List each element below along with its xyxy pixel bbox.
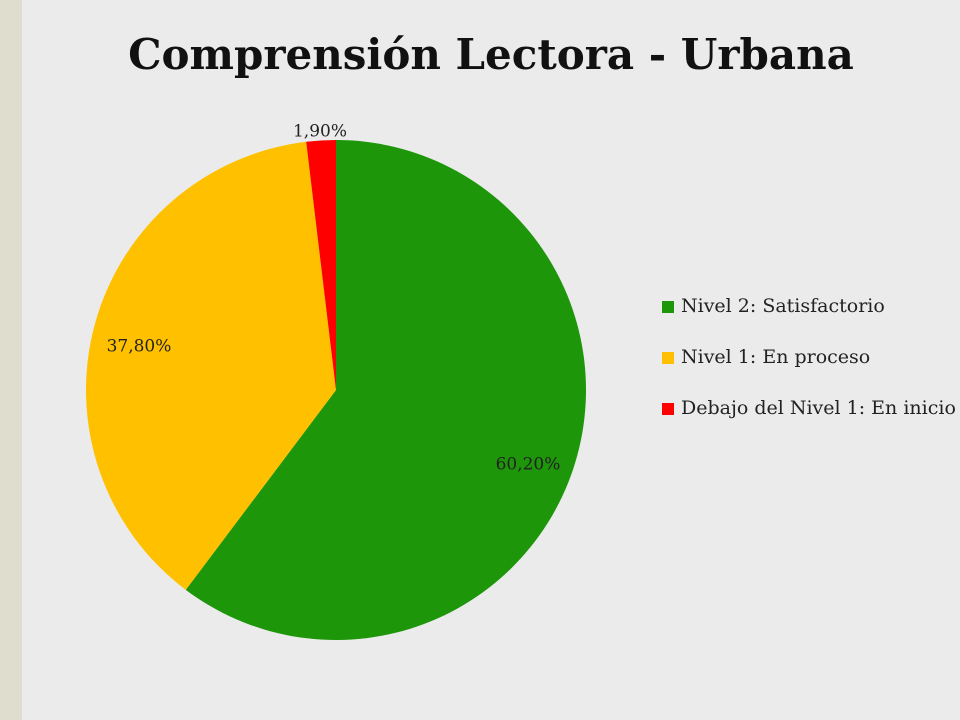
legend-item-en-inicio: Debajo del Nivel 1: En inicio: [662, 394, 960, 423]
pie-chart: 60,20% 37,80% 1,90%: [86, 122, 586, 640]
legend-swatch-red: [662, 403, 674, 415]
legend-item-en-proceso: Nivel 1: En proceso: [662, 343, 960, 372]
data-label-en-proceso: 37,80%: [107, 337, 172, 357]
legend-swatch-green: [662, 301, 674, 313]
legend-label: Debajo del Nivel 1: En inicio: [681, 397, 956, 419]
data-label-satisfactorio: 60,20%: [496, 455, 561, 475]
chart-title: Comprensión Lectora - Urbana: [128, 30, 854, 79]
legend: Nivel 2: Satisfactorio Nivel 1: En proce…: [662, 292, 960, 445]
pie-slice-en-proceso: [86, 141, 336, 590]
legend-item-satisfactorio: Nivel 2: Satisfactorio: [662, 292, 960, 321]
pie-slice-satisfactorio: [185, 140, 586, 640]
legend-swatch-yellow: [662, 352, 674, 364]
slide: Comprensión Lectora - Urbana 60,20% 37,80…: [22, 0, 960, 720]
legend-label: Nivel 2: Satisfactorio: [681, 295, 885, 317]
data-label-en-inicio: 1,90%: [293, 122, 347, 142]
pie-slice-en-inicio: [306, 140, 336, 390]
legend-label: Nivel 1: En proceso: [681, 346, 871, 368]
